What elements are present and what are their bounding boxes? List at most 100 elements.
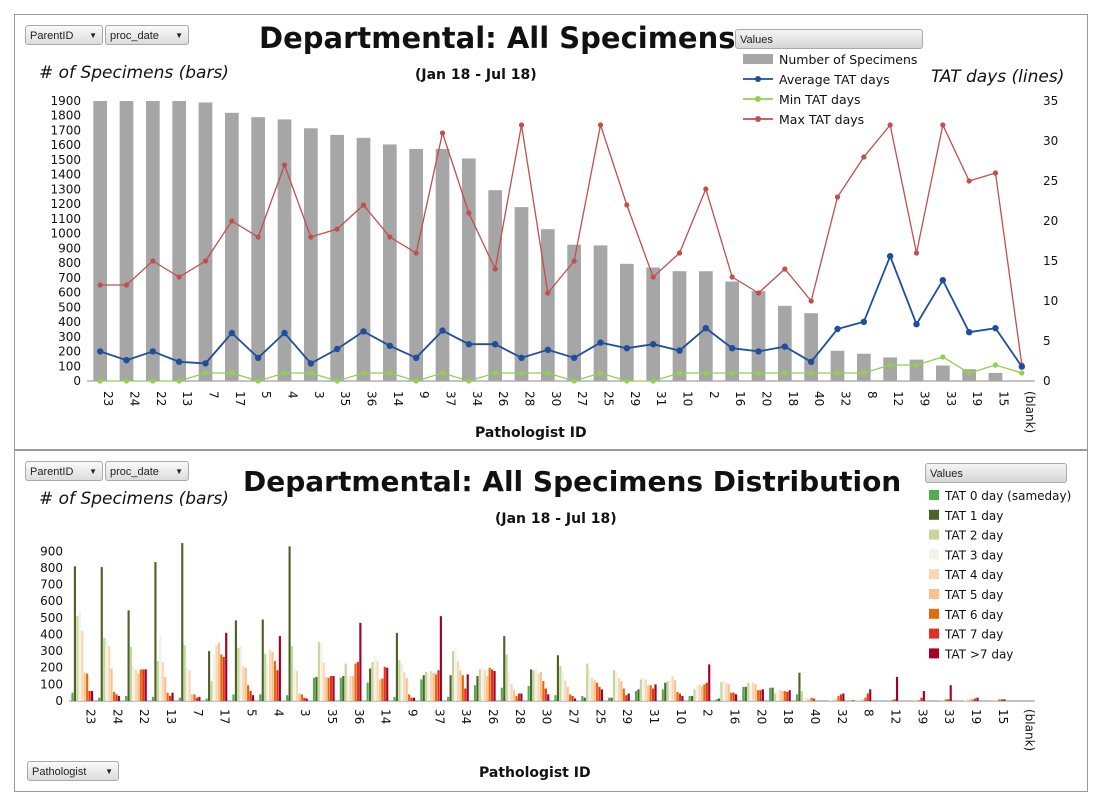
series-point: [202, 258, 209, 264]
distribution-bar: [503, 636, 506, 701]
proc-date-filter-button[interactable]: proc_date ▼: [105, 25, 189, 45]
distribution-bar: [188, 670, 191, 701]
series-point: [755, 370, 762, 376]
distribution-bar: [715, 699, 718, 701]
left-tick-label: 100: [58, 359, 81, 373]
right-tick-label: 10: [1043, 294, 1058, 308]
distribution-bar: [259, 694, 262, 701]
distribution-bar: [161, 661, 164, 701]
distribution-bar: [561, 672, 564, 701]
distribution-bar: [127, 610, 130, 701]
top-legend-header[interactable]: Values: [735, 29, 923, 49]
series-point: [229, 370, 235, 376]
x-tick-label: 40: [812, 391, 826, 406]
specimen-bar: [646, 267, 661, 381]
series-point: [703, 370, 709, 376]
distribution-bar: [81, 631, 84, 701]
distribution-bar: [325, 676, 328, 701]
distribution-bar: [215, 645, 218, 701]
series-point: [781, 343, 789, 350]
distribution-bar: [639, 679, 642, 701]
distribution-bar: [778, 690, 782, 701]
x-tick-label: 20: [754, 709, 768, 724]
distribution-bar: [834, 699, 838, 701]
distribution-bar: [839, 694, 843, 701]
series-point: [255, 378, 261, 384]
top-chart-svg: 0100200300400500600700800900100011001200…: [50, 52, 1058, 433]
x-tick-label: 14: [391, 391, 405, 406]
x-tick-label: 22: [137, 709, 151, 724]
distribution-bar: [198, 696, 201, 701]
left-tick-label: 1300: [50, 182, 81, 196]
distribution-bar: [359, 622, 362, 701]
bottom-legend-header[interactable]: Values: [925, 463, 1067, 483]
proc-date-filter-button[interactable]: proc_date ▼: [105, 461, 189, 481]
distribution-bar: [581, 696, 584, 701]
series-point: [808, 298, 814, 304]
y-tick-label: 700: [40, 578, 63, 592]
distribution-bar: [186, 667, 189, 701]
x-tick-label: 32: [835, 709, 849, 724]
distribution-bar: [78, 610, 81, 701]
distribution-bar: [451, 651, 455, 701]
distribution-bar: [249, 691, 252, 701]
distribution-bar: [290, 646, 294, 701]
pathologist-filter-button[interactable]: Pathologist ▼: [27, 761, 119, 781]
series-point: [97, 282, 103, 288]
distribution-bar: [354, 663, 357, 701]
distribution-bar: [171, 692, 174, 701]
legend-label: TAT 3 day: [944, 548, 1003, 562]
distribution-bar: [661, 689, 664, 701]
series-point: [387, 370, 393, 376]
distribution-bar: [98, 697, 101, 701]
distribution-bar: [634, 691, 638, 701]
proc-date-filter-label: proc_date: [110, 466, 159, 478]
distribution-bar: [754, 684, 757, 701]
series-point: [333, 345, 341, 353]
x-tick-label: 30: [540, 709, 554, 724]
series-point: [623, 345, 631, 352]
left-tick-label: 400: [58, 315, 81, 329]
distribution-bar: [132, 666, 135, 701]
distribution-bar: [181, 543, 184, 701]
specimen-bar: [540, 229, 555, 381]
distribution-bar: [586, 663, 589, 701]
distribution-bar: [893, 699, 896, 701]
specimen-bar: [619, 263, 634, 381]
distribution-bar: [673, 680, 677, 701]
parentid-filter-button[interactable]: ParentID ▼: [25, 461, 103, 481]
distribution-bar: [500, 687, 503, 701]
distribution-bar: [137, 673, 140, 701]
series-point: [807, 358, 815, 365]
distribution-bar: [239, 646, 242, 701]
x-tick-label: 31: [654, 391, 668, 406]
distribution-bar: [688, 696, 691, 701]
distribution-bar: [166, 692, 169, 701]
top-x-axis-title: Pathologist ID: [475, 425, 587, 441]
specimen-bar: [804, 313, 819, 381]
x-tick-label: 36: [365, 391, 379, 406]
legend-swatch-bars: [743, 54, 773, 64]
bottom-chart-subtitle: (Jan 18 - Jul 18): [495, 511, 617, 527]
x-tick-label: 17: [233, 391, 247, 406]
series-point: [940, 122, 946, 128]
distribution-bar: [727, 684, 730, 701]
series-point: [597, 370, 604, 376]
series-point: [1018, 363, 1026, 370]
series-point: [149, 348, 157, 355]
right-tick-label: 35: [1043, 94, 1058, 108]
distribution-bar: [105, 639, 108, 701]
series-point: [570, 354, 578, 361]
legend-label: TAT 0 day (sameday): [944, 489, 1071, 503]
distribution-bar: [974, 698, 977, 701]
series-point: [782, 370, 788, 376]
specimen-bar: [935, 365, 950, 381]
series-point: [412, 354, 420, 361]
series-point: [861, 370, 867, 376]
top-left-axis-title: # of Specimens (bars): [39, 63, 229, 83]
parentid-filter-button[interactable]: ParentID ▼: [25, 25, 103, 45]
distribution-bar: [966, 699, 969, 701]
legend-swatch: [929, 509, 939, 520]
distribution-bar: [269, 649, 272, 701]
series-point: [808, 370, 814, 376]
